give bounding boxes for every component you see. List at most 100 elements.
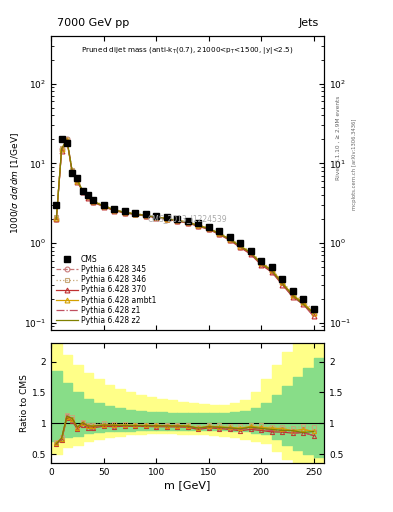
Pythia 6.428 z1 — [75, 178, 80, 184]
CMS — [290, 288, 295, 294]
Pythia 6.428 z1 — [196, 223, 200, 229]
Pythia 6.428 346 — [80, 187, 85, 193]
Pythia 6.428 370 — [301, 301, 306, 307]
Pythia 6.428 370 — [54, 216, 59, 222]
Pythia 6.428 z1 — [164, 216, 169, 222]
Pythia 6.428 z2 — [86, 194, 90, 200]
CMS — [227, 233, 232, 240]
Pythia 6.428 346 — [175, 217, 180, 223]
Pythia 6.428 346 — [311, 308, 316, 314]
Pythia 6.428 ambt1 — [259, 260, 264, 266]
CMS — [59, 136, 64, 142]
Pythia 6.428 ambt1 — [75, 178, 80, 184]
Pythia 6.428 345 — [86, 194, 90, 200]
Pythia 6.428 z1 — [175, 218, 180, 224]
Pythia 6.428 346 — [70, 167, 74, 173]
Pythia 6.428 346 — [75, 177, 80, 183]
Pythia 6.428 346 — [86, 193, 90, 199]
Pythia 6.428 346 — [59, 145, 64, 151]
CMS — [143, 211, 148, 217]
Pythia 6.428 z2 — [143, 212, 148, 219]
Pythia 6.428 z1 — [259, 261, 264, 267]
Pythia 6.428 345 — [164, 216, 169, 222]
Pythia 6.428 ambt1 — [290, 292, 295, 298]
Pythia 6.428 z1 — [101, 203, 106, 209]
Pythia 6.428 370 — [91, 199, 95, 205]
Pythia 6.428 ambt1 — [101, 203, 106, 209]
Pythia 6.428 370 — [248, 251, 253, 258]
Pythia 6.428 ambt1 — [64, 137, 69, 143]
CMS — [280, 276, 285, 282]
Pythia 6.428 z2 — [122, 209, 127, 216]
Pythia 6.428 ambt1 — [143, 212, 148, 219]
Pythia 6.428 z2 — [75, 177, 80, 183]
Pythia 6.428 346 — [206, 225, 211, 231]
Pythia 6.428 z2 — [206, 226, 211, 232]
Pythia 6.428 z1 — [70, 167, 74, 174]
Pythia 6.428 z2 — [70, 167, 74, 174]
Pythia 6.428 345 — [217, 231, 222, 237]
Pythia 6.428 345 — [301, 299, 306, 305]
Pythia 6.428 346 — [112, 206, 116, 212]
Pythia 6.428 370 — [280, 282, 285, 288]
Pythia 6.428 z2 — [154, 214, 158, 220]
CMS — [64, 140, 69, 146]
Pythia 6.428 z2 — [269, 267, 274, 273]
Pythia 6.428 ambt1 — [70, 168, 74, 174]
CMS — [80, 188, 85, 194]
Pythia 6.428 345 — [259, 261, 264, 267]
Pythia 6.428 z1 — [143, 212, 148, 219]
Pythia 6.428 345 — [196, 223, 200, 229]
Pythia 6.428 370 — [290, 294, 295, 300]
Pythia 6.428 345 — [175, 218, 180, 224]
Pythia 6.428 ambt1 — [91, 198, 95, 204]
Pythia 6.428 z2 — [64, 136, 69, 142]
Pythia 6.428 z2 — [196, 222, 200, 228]
Pythia 6.428 370 — [122, 210, 127, 216]
Pythia 6.428 345 — [238, 244, 242, 250]
Pythia 6.428 ambt1 — [80, 187, 85, 194]
Pythia 6.428 ambt1 — [269, 267, 274, 273]
Line: Pythia 6.428 z1: Pythia 6.428 z1 — [56, 139, 314, 316]
CMS — [196, 220, 200, 226]
Pythia 6.428 ambt1 — [248, 249, 253, 255]
Pythia 6.428 370 — [75, 179, 80, 185]
Pythia 6.428 ambt1 — [112, 206, 116, 212]
Text: Jets: Jets — [299, 18, 319, 29]
Pythia 6.428 346 — [248, 248, 253, 254]
Pythia 6.428 370 — [227, 237, 232, 243]
Pythia 6.428 370 — [238, 244, 242, 250]
Pythia 6.428 z2 — [133, 211, 138, 217]
CMS — [185, 218, 190, 224]
Pythia 6.428 z1 — [238, 244, 242, 250]
Pythia 6.428 z2 — [248, 250, 253, 256]
Pythia 6.428 345 — [185, 220, 190, 226]
Pythia 6.428 z2 — [54, 216, 59, 222]
Pythia 6.428 370 — [175, 218, 180, 224]
Line: Pythia 6.428 346: Pythia 6.428 346 — [54, 136, 316, 313]
Pythia 6.428 345 — [64, 136, 69, 142]
Pythia 6.428 346 — [185, 219, 190, 225]
Pythia 6.428 370 — [112, 207, 116, 214]
Pythia 6.428 345 — [143, 212, 148, 219]
Pythia 6.428 345 — [91, 199, 95, 205]
Pythia 6.428 z2 — [59, 146, 64, 152]
Pythia 6.428 370 — [70, 169, 74, 175]
Pythia 6.428 345 — [290, 292, 295, 298]
Pythia 6.428 z1 — [91, 198, 95, 204]
CMS — [269, 264, 274, 270]
Pythia 6.428 z1 — [80, 188, 85, 194]
Pythia 6.428 z1 — [64, 136, 69, 142]
Pythia 6.428 z1 — [54, 216, 59, 222]
Pythia 6.428 346 — [280, 278, 285, 284]
Pythia 6.428 z2 — [301, 301, 306, 307]
Pythia 6.428 ambt1 — [154, 214, 158, 220]
Pythia 6.428 346 — [238, 242, 242, 248]
Pythia 6.428 z1 — [86, 194, 90, 200]
Pythia 6.428 ambt1 — [59, 146, 64, 153]
Pythia 6.428 z1 — [133, 211, 138, 217]
Pythia 6.428 370 — [64, 137, 69, 143]
CMS — [175, 216, 180, 222]
Pythia 6.428 346 — [269, 266, 274, 272]
Pythia 6.428 z1 — [269, 268, 274, 274]
